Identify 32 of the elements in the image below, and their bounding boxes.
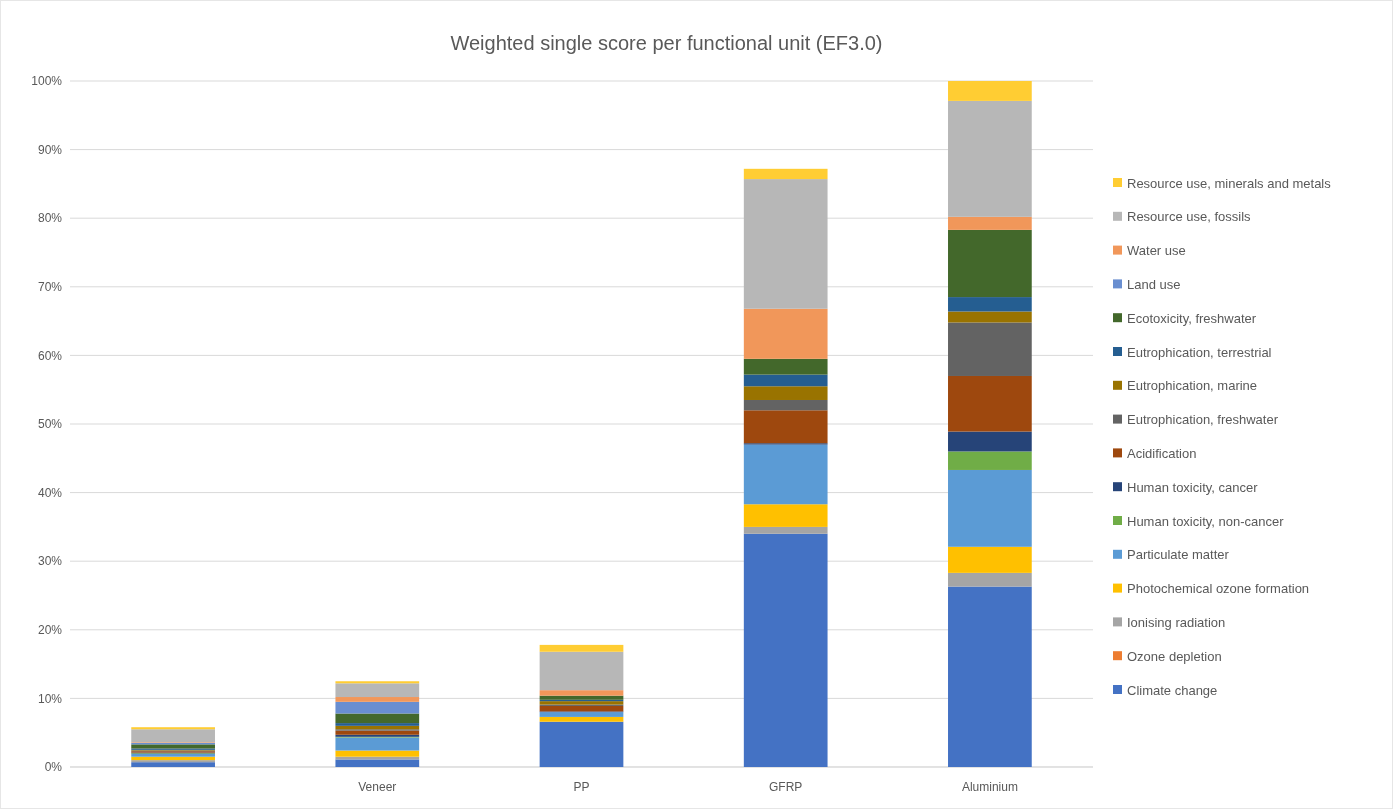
y-tick-label: 50%	[37, 417, 63, 432]
legend-label: Water use	[1127, 243, 1186, 259]
legend-label: Climate change	[1127, 682, 1218, 698]
y-tick-label: 80%	[37, 211, 63, 226]
legend-label: Eutrophication, freshwater	[1127, 412, 1279, 428]
y-tick-label: 40%	[37, 485, 63, 500]
y-tick-label: 0%	[44, 760, 63, 775]
y-tick-label: 70%	[37, 280, 63, 294]
legend-label: Eutrophication, terrestrial	[1127, 344, 1272, 360]
chart-title: Weighted single score per functional unit (EF3.0)	[450, 32, 883, 54]
legend-label: Human toxicity, cancer	[1127, 479, 1259, 495]
x-tick-label: GFRP	[769, 780, 803, 794]
y-tick-label: 30%	[37, 554, 63, 569]
y-tick-label: 20%	[37, 623, 63, 637]
legend-label: Ecotoxicity, freshwater	[1127, 310, 1257, 326]
legend-label: Ionising radiation	[1127, 614, 1226, 630]
y-tick-label: 100%	[31, 74, 63, 89]
legend-label: Eutrophication, marine	[1127, 378, 1258, 394]
legend-label: Acidification	[1127, 445, 1197, 461]
legend-label: Ozone depletion	[1127, 648, 1222, 664]
x-tick-label: PP	[573, 780, 590, 794]
legend-label: Land use	[1127, 276, 1181, 292]
x-tick-label: Aluminium	[961, 780, 1018, 794]
y-tick-label: 90%	[37, 142, 63, 157]
legend-label: Particulate matter	[1127, 547, 1230, 563]
x-tick-label: Veneer	[358, 780, 397, 794]
y-tick-label: 60%	[37, 348, 63, 363]
legend-label: Resource use, minerals and metals	[1127, 175, 1332, 191]
y-tick-label: 10%	[37, 691, 63, 706]
legend-label: Photochemical ozone formation	[1127, 581, 1310, 597]
legend-label: Human toxicity, non-cancer	[1127, 513, 1285, 529]
legend-label: Resource use, fossils	[1127, 209, 1252, 225]
